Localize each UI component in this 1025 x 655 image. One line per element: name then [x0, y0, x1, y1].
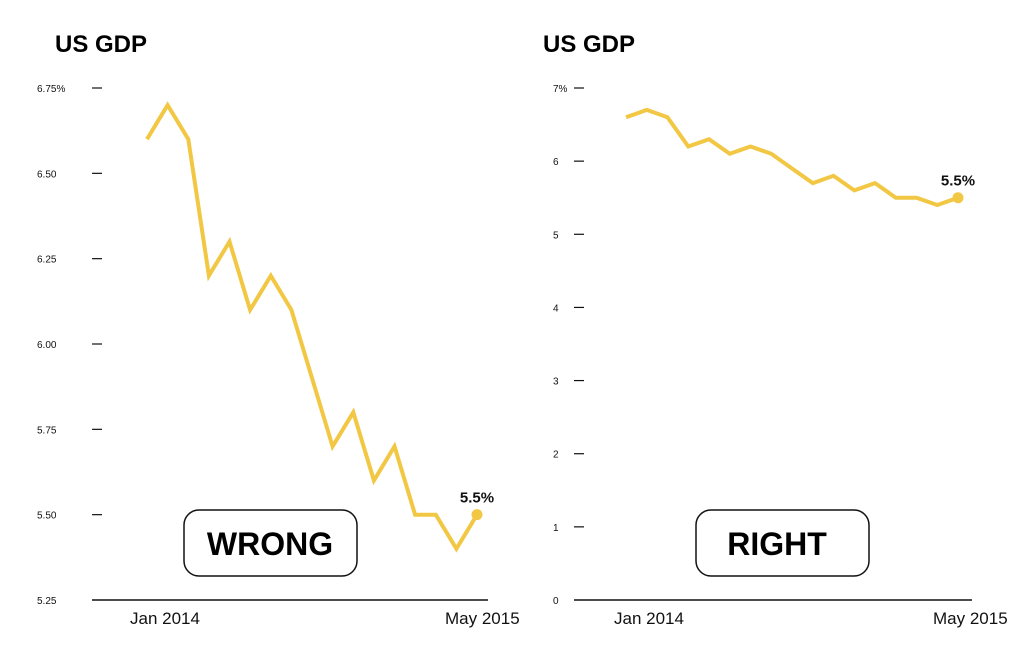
- right-badge-label: RIGHT: [727, 526, 827, 562]
- end-point-marker: [952, 192, 964, 204]
- end-value-label: 5.5%: [941, 173, 975, 190]
- wrong-badge-label: WRONG: [207, 526, 333, 562]
- y-tick-label: 7%: [553, 84, 568, 95]
- chart-title: US GDP: [55, 31, 147, 58]
- end-point-marker: [471, 509, 483, 521]
- end-value-label: 5.5%: [460, 490, 494, 507]
- series-line: [145, 101, 479, 553]
- x-tick-label: Jan 2014: [130, 609, 200, 628]
- y-tick-label: 2: [553, 450, 559, 461]
- right-chart: US GDP 0 1 2 3 4 5 6 7% Jan 2014 May 2015 5.5% RIGHT: [543, 31, 1008, 628]
- y-tick-label: 6: [553, 157, 559, 168]
- series-line: [625, 107, 959, 208]
- y-tick-label: 1: [553, 523, 559, 534]
- y-tick-label: 5.50: [37, 511, 57, 522]
- y-tick-label: 6.00: [37, 340, 57, 351]
- y-tick-label: 4: [553, 303, 559, 314]
- y-tick-label: 3: [553, 377, 559, 388]
- x-tick-label: Jan 2014: [614, 609, 684, 628]
- chart-title: US GDP: [543, 31, 635, 58]
- y-tick-label: 5: [553, 230, 559, 241]
- x-tick-label: May 2015: [933, 609, 1008, 628]
- y-tick-label: 6.75%: [37, 84, 65, 95]
- y-tick-label: 5.75: [37, 425, 57, 436]
- y-tick-label: 0: [553, 596, 559, 607]
- right-badge: [695, 509, 870, 577]
- y-tick-label: 6.50: [37, 169, 57, 180]
- y-tick-label: 5.25: [37, 596, 57, 607]
- wrong-chart: US GDP 5.25 5.50 5.75 6.00 6.25 6.50 6.75% Jan 2…: [37, 31, 520, 628]
- x-tick-label: May 2015: [445, 609, 520, 628]
- y-tick-label: 6.25: [37, 255, 57, 266]
- wrong-badge: [183, 509, 358, 577]
